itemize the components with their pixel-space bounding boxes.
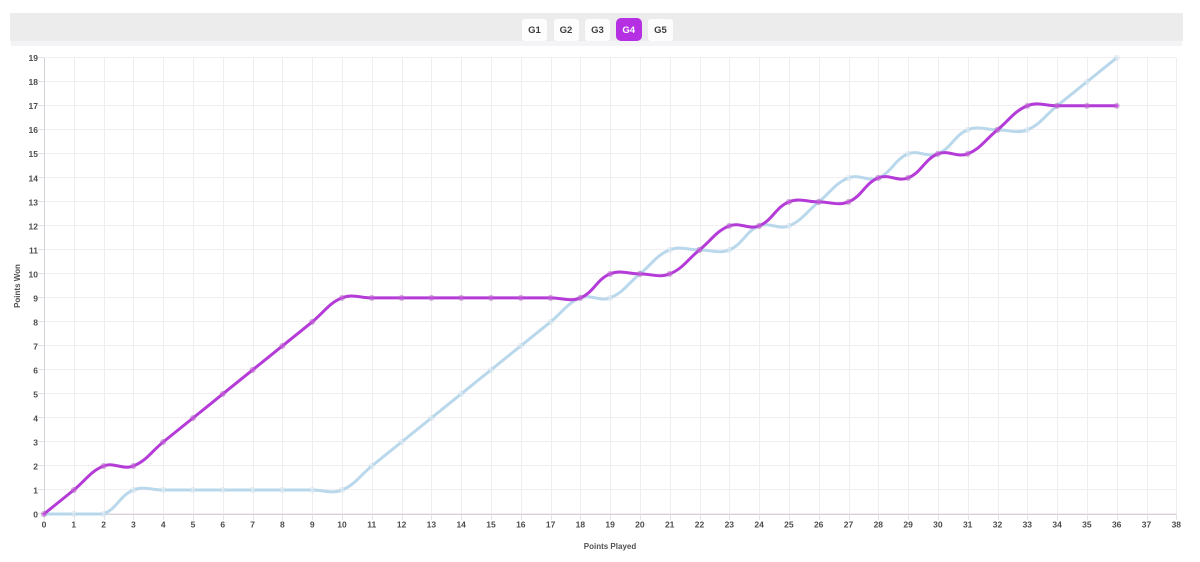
svg-text:30: 30 bbox=[933, 520, 943, 530]
svg-text:36: 36 bbox=[1112, 520, 1122, 530]
svg-text:0: 0 bbox=[42, 520, 47, 530]
svg-text:15: 15 bbox=[486, 520, 496, 530]
svg-text:5: 5 bbox=[33, 389, 38, 399]
svg-text:28: 28 bbox=[874, 520, 884, 530]
svg-text:34: 34 bbox=[1052, 520, 1062, 530]
svg-text:24: 24 bbox=[754, 520, 764, 530]
svg-text:4: 4 bbox=[33, 413, 38, 423]
svg-text:38: 38 bbox=[1172, 520, 1182, 530]
svg-text:23: 23 bbox=[725, 520, 735, 530]
svg-text:12: 12 bbox=[29, 221, 39, 231]
svg-text:2: 2 bbox=[33, 461, 38, 471]
svg-text:31: 31 bbox=[963, 520, 973, 530]
svg-text:Points Played: Points Played bbox=[584, 542, 637, 551]
svg-text:20: 20 bbox=[635, 520, 645, 530]
svg-text:10: 10 bbox=[29, 269, 39, 279]
svg-text:25: 25 bbox=[784, 520, 794, 530]
svg-text:37: 37 bbox=[1142, 520, 1152, 530]
svg-text:5: 5 bbox=[191, 520, 196, 530]
svg-text:22: 22 bbox=[695, 520, 705, 530]
svg-text:7: 7 bbox=[33, 341, 38, 351]
svg-text:2: 2 bbox=[101, 520, 106, 530]
svg-text:10: 10 bbox=[337, 520, 347, 530]
svg-text:Points Won: Points Won bbox=[13, 264, 22, 308]
svg-text:16: 16 bbox=[516, 520, 526, 530]
svg-text:3: 3 bbox=[131, 520, 136, 530]
svg-text:1: 1 bbox=[33, 485, 38, 495]
svg-text:8: 8 bbox=[33, 317, 38, 327]
svg-text:14: 14 bbox=[456, 520, 466, 530]
svg-text:17: 17 bbox=[546, 520, 556, 530]
svg-text:11: 11 bbox=[29, 245, 38, 255]
svg-text:19: 19 bbox=[29, 53, 39, 63]
svg-text:26: 26 bbox=[814, 520, 824, 530]
svg-text:8: 8 bbox=[280, 520, 285, 530]
svg-text:13: 13 bbox=[29, 197, 39, 207]
svg-text:6: 6 bbox=[33, 365, 38, 375]
svg-text:7: 7 bbox=[250, 520, 255, 530]
svg-text:11: 11 bbox=[367, 520, 376, 530]
svg-text:3: 3 bbox=[33, 437, 38, 447]
svg-text:9: 9 bbox=[33, 293, 38, 303]
svg-text:17: 17 bbox=[29, 101, 39, 111]
svg-text:19: 19 bbox=[605, 520, 615, 530]
svg-text:32: 32 bbox=[993, 520, 1003, 530]
svg-text:6: 6 bbox=[220, 520, 225, 530]
svg-text:33: 33 bbox=[1023, 520, 1033, 530]
svg-text:18: 18 bbox=[29, 77, 39, 87]
svg-text:1: 1 bbox=[71, 520, 76, 530]
svg-text:35: 35 bbox=[1082, 520, 1092, 530]
svg-text:13: 13 bbox=[427, 520, 437, 530]
svg-text:27: 27 bbox=[844, 520, 854, 530]
svg-text:21: 21 bbox=[665, 520, 675, 530]
svg-text:9: 9 bbox=[310, 520, 315, 530]
svg-text:12: 12 bbox=[397, 520, 407, 530]
svg-text:18: 18 bbox=[576, 520, 586, 530]
svg-text:14: 14 bbox=[29, 173, 39, 183]
svg-text:29: 29 bbox=[903, 520, 913, 530]
svg-text:4: 4 bbox=[161, 520, 166, 530]
svg-text:0: 0 bbox=[33, 509, 38, 519]
svg-text:15: 15 bbox=[29, 149, 39, 159]
svg-text:16: 16 bbox=[29, 125, 39, 135]
